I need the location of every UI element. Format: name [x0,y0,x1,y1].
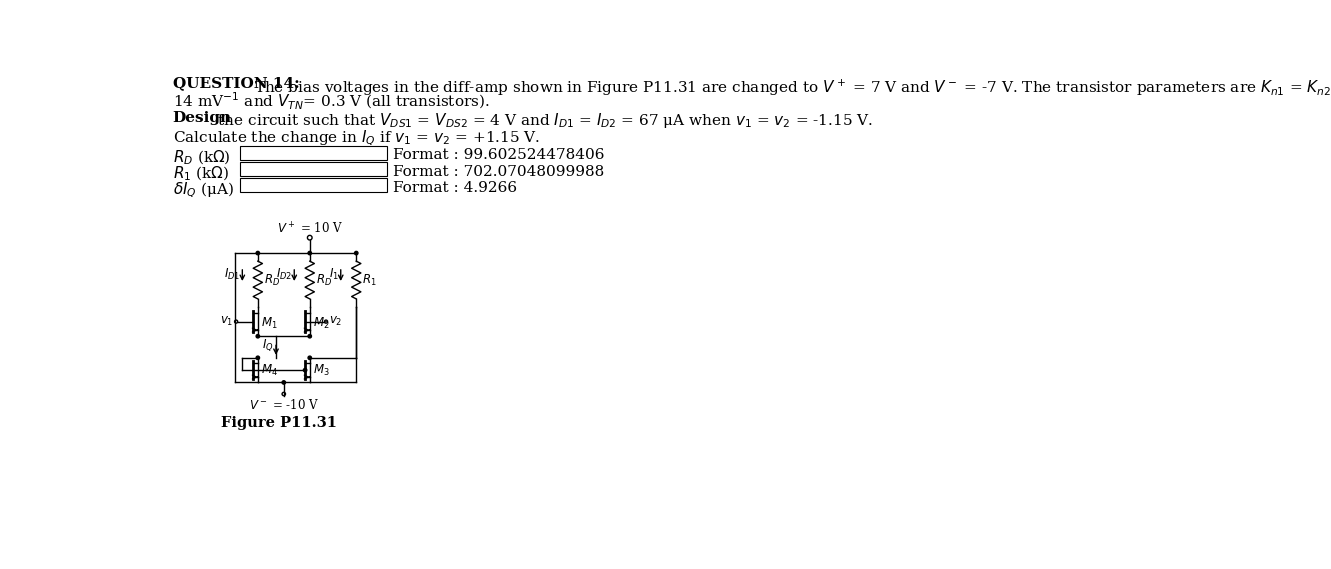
Text: $v_1$: $v_1$ [220,315,233,328]
Circle shape [256,335,260,338]
Text: $I_{D2}$: $I_{D2}$ [277,267,293,282]
Text: $R_1$: $R_1$ [362,273,377,287]
Text: Format : 99.602524478406: Format : 99.602524478406 [394,149,606,162]
Text: Format : 4.9266: Format : 4.9266 [394,181,518,195]
Text: the circuit such that $V_{DS1}$ = $V_{DS2}$ = 4 V and $I_{D1}$ = $I_{D2}$ = 67 μ: the circuit such that $V_{DS1}$ = $V_{DS… [213,110,873,130]
Circle shape [256,356,260,360]
Circle shape [303,368,307,372]
Text: QUESTION 14:: QUESTION 14: [173,76,299,90]
Text: $M_3$: $M_3$ [313,362,330,378]
Text: $I_Q$: $I_Q$ [262,337,274,353]
Bar [240,179,387,192]
Text: $R_D$ (k$\Omega$): $R_D$ (k$\Omega$) [173,149,230,167]
Text: $V^+$ = 10 V: $V^+$ = 10 V [277,221,343,236]
Text: Format : 702.07048099988: Format : 702.07048099988 [394,164,604,179]
Text: $\delta I_Q$ (μA): $\delta I_Q$ (μA) [173,181,234,200]
Bar [240,146,387,160]
Circle shape [282,381,285,384]
Circle shape [354,251,358,255]
Text: $V^-$ = -10 V: $V^-$ = -10 V [249,398,318,412]
Circle shape [307,356,311,360]
Text: $M_2$: $M_2$ [313,316,330,331]
Circle shape [256,251,260,255]
Text: Calculate the change in $I_Q$ if $v_1$ = $v_2$ = +1.15 V.: Calculate the change in $I_Q$ if $v_1$ =… [173,129,540,147]
Bar [240,162,387,176]
Text: $v_2$: $v_2$ [329,315,342,328]
Text: $R_D$: $R_D$ [315,273,331,287]
Text: $M_4$: $M_4$ [261,362,278,378]
Text: The bias voltages in the diff-amp shown in Figure P11.31 are changed to $V^+$ = : The bias voltages in the diff-amp shown … [254,76,1331,98]
Text: $I_{D1}$: $I_{D1}$ [225,267,241,282]
Circle shape [307,251,311,255]
Text: Figure P11.31: Figure P11.31 [221,415,337,430]
Text: $I_1$: $I_1$ [329,267,339,282]
Text: $R_D$: $R_D$ [264,273,280,287]
Text: $R_1$ (k$\Omega$): $R_1$ (k$\Omega$) [173,164,229,183]
Circle shape [307,335,311,338]
Text: $M_1$: $M_1$ [261,316,278,331]
Text: Design: Design [173,110,232,125]
Text: 14 mV$^{-1}$ and $V_{TN}$= 0.3 V (all transistors).: 14 mV$^{-1}$ and $V_{TN}$= 0.3 V (all tr… [173,90,490,112]
